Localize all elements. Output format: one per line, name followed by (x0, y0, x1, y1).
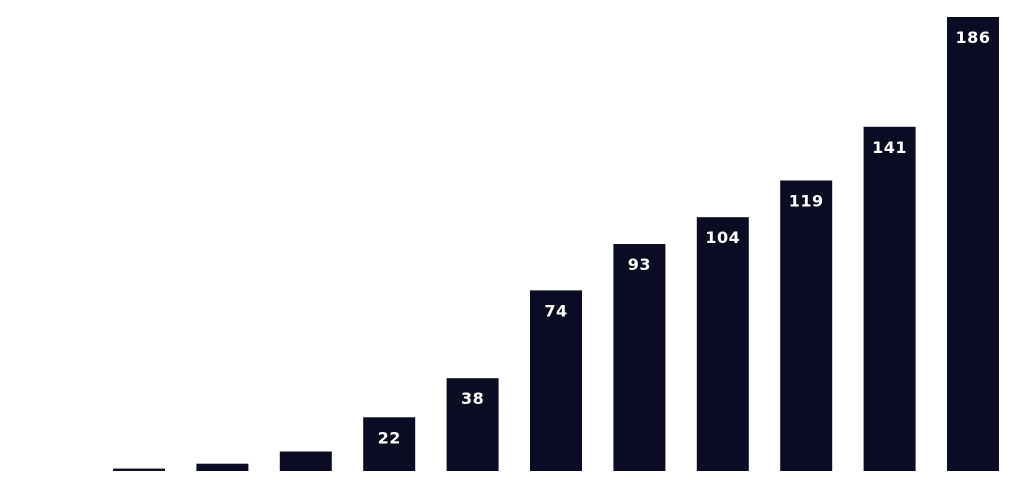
bar-value-label-7: 93 (628, 255, 651, 274)
bar-7 (613, 244, 666, 471)
bar-value-label-6: 74 (544, 301, 567, 320)
bars-group (113, 17, 999, 472)
bar-value-label-8: 104 (705, 228, 740, 247)
bar-10 (863, 126, 916, 472)
bar-6 (530, 290, 582, 471)
bar-value-label-11: 186 (956, 28, 991, 47)
bar-8 (696, 217, 749, 471)
bar-value-label-10: 141 (872, 138, 907, 157)
bar-1 (113, 468, 165, 471)
bar-5 (446, 378, 499, 471)
data-labels-group: 22 38 74 93 104 119 141 186 (378, 28, 991, 447)
bar-3 (279, 451, 332, 471)
bar-9 (780, 180, 833, 471)
bar-value-label-4: 22 (378, 428, 401, 447)
bar-11 (947, 17, 999, 471)
bar-4 (363, 417, 416, 471)
bar-value-label-5: 38 (461, 389, 484, 408)
bar-2 (196, 463, 249, 471)
bar-value-label-9: 119 (789, 192, 824, 211)
